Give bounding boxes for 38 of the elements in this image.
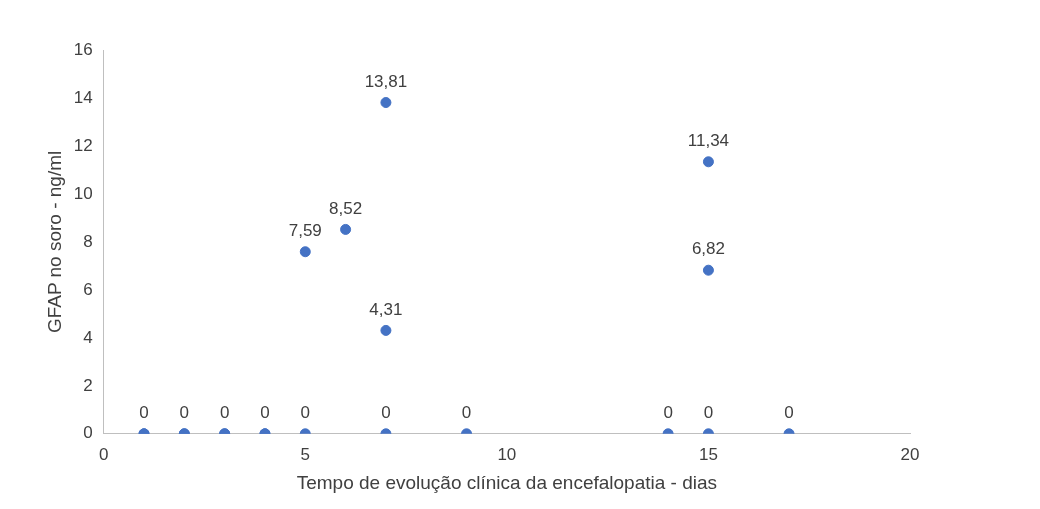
- y-tick-label: 10: [73, 183, 93, 203]
- y-tick-label: 0: [83, 423, 93, 443]
- point: [380, 97, 392, 109]
- y-axis-title: GFAP no soro - ng/ml: [43, 150, 65, 334]
- y-tick-label: 2: [83, 375, 93, 395]
- data-label: 0: [703, 402, 714, 422]
- data-label: 0: [179, 402, 190, 422]
- x-axis-title: Tempo de evolução clínica da encefalopatia - dias: [296, 471, 718, 493]
- data-label: 0: [300, 402, 311, 422]
- data-label: 7,59: [288, 220, 322, 240]
- x-tick-label: 5: [300, 444, 311, 464]
- point: [702, 264, 714, 276]
- x-tick-label: 20: [900, 444, 920, 464]
- data-label: 6,82: [691, 239, 725, 259]
- data-label: 0: [461, 402, 472, 422]
- data-label: 0: [260, 402, 270, 422]
- x-tick-label: 15: [698, 444, 718, 464]
- data-label: 11,34: [687, 130, 730, 150]
- data-label: 0: [381, 402, 391, 422]
- y-tick-label: 12: [73, 135, 93, 155]
- data-label: 0: [784, 402, 794, 422]
- data-label: 4,31: [369, 299, 403, 319]
- data-label: 13,81: [364, 71, 408, 91]
- data-label: 0: [663, 402, 673, 422]
- data-label: 0: [139, 402, 149, 422]
- data-label: 8,52: [329, 198, 363, 218]
- y-tick-label: 16: [73, 39, 93, 59]
- data-label: 0: [219, 402, 230, 422]
- y-tick-label: 4: [83, 327, 93, 347]
- y-tick-label: 6: [83, 279, 93, 299]
- y-tick-label: 14: [73, 87, 93, 107]
- point: [340, 223, 352, 235]
- x-tick-label: 0: [98, 444, 109, 464]
- point: [380, 324, 392, 336]
- x-tick-label: 10: [497, 444, 517, 464]
- y-tick-label: 8: [83, 231, 93, 251]
- point: [299, 246, 311, 258]
- point: [702, 156, 714, 168]
